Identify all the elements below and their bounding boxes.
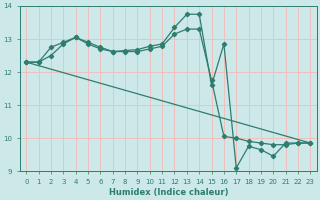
X-axis label: Humidex (Indice chaleur): Humidex (Indice chaleur) [108,188,228,197]
